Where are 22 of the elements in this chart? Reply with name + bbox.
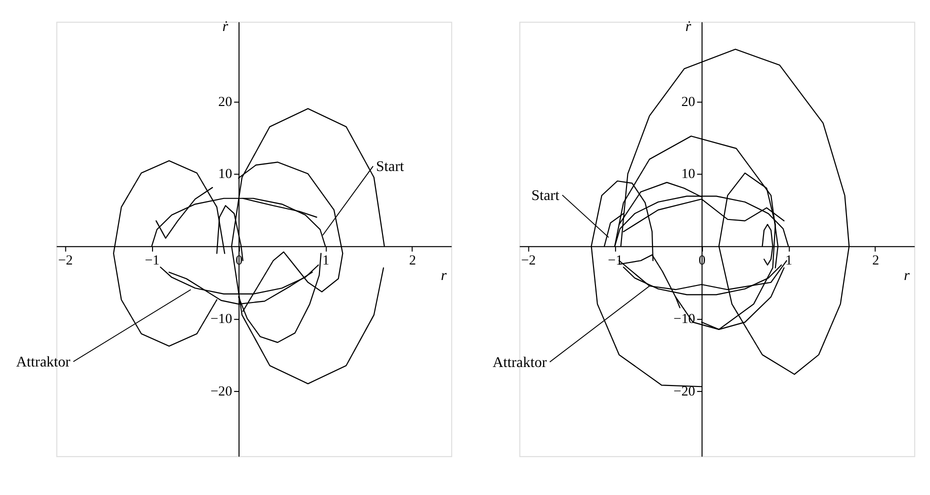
- x-tick-label: 1: [785, 252, 792, 268]
- x-tick-label: 2: [409, 252, 416, 268]
- y-tick-label: −20: [210, 383, 232, 398]
- x-tick-label: −2: [521, 252, 536, 268]
- x-tick-label: −2: [58, 252, 73, 268]
- y-tick-label: 20: [218, 94, 232, 109]
- annotation: Start: [376, 159, 405, 176]
- y-tick-label: 20: [681, 94, 696, 109]
- y-tick-label: 10: [681, 166, 696, 182]
- x-tick-label: 2: [872, 252, 880, 268]
- y-tick-label: 10: [218, 166, 232, 182]
- annotation: Start: [531, 188, 560, 204]
- x-tick-label: −1: [144, 252, 160, 268]
- y-tick-label: −10: [210, 311, 232, 326]
- annotation: Attraktor: [16, 354, 70, 371]
- annotation: Attraktor: [492, 354, 547, 371]
- y-axis-title: ṙ: [685, 19, 692, 36]
- y-tick-label: −20: [674, 383, 696, 398]
- x-tick-label: 1: [322, 252, 330, 268]
- x-axis-title: r: [440, 268, 447, 284]
- y-axis-title: ṙ: [222, 19, 228, 36]
- x-axis-title: r: [904, 268, 910, 284]
